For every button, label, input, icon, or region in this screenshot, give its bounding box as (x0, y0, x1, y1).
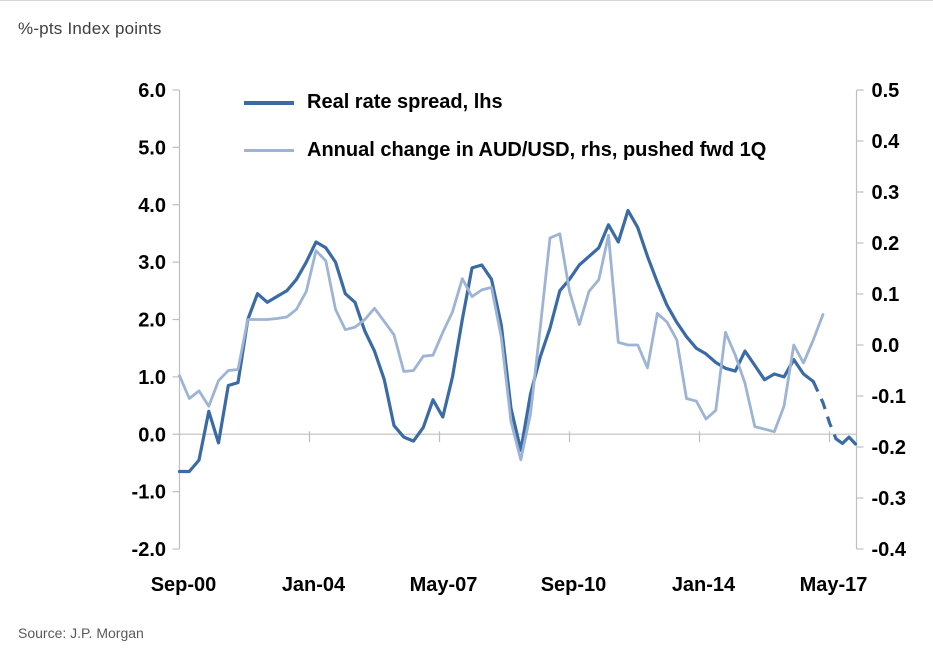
legend-swatch-dark-line (244, 100, 294, 105)
svg-text:6.0: 6.0 (138, 80, 166, 102)
svg-text:0.3: 0.3 (872, 182, 900, 204)
svg-text:0.0: 0.0 (872, 335, 900, 357)
right-axis: 0.5 0.4 0.3 0.2 0.1 0.0 -0.1 -0.2 -0.3 -0.4 (855, 80, 907, 561)
svg-text:-0.4: -0.4 (872, 539, 907, 561)
series-real-rate-spread-lhs-forecast-dashed (811, 380, 838, 440)
svg-text:0.2: 0.2 (872, 233, 900, 255)
svg-text:Sep-00: Sep-00 (151, 574, 217, 596)
legend-item-real-rate-spread: Real rate spread, lhs (244, 89, 766, 116)
svg-text:May-17: May-17 (800, 574, 868, 596)
legend-label: Real rate spread, lhs (307, 91, 503, 113)
series-real-rate-spread-lhs (177, 208, 815, 474)
chart-legend: Real rate spread, lhs Annual change in A… (244, 89, 766, 185)
svg-text:0.1: 0.1 (872, 284, 900, 306)
legend-label: Annual change in AUD/USD, rhs, pushed fw… (307, 139, 767, 161)
svg-text:4.0: 4.0 (138, 195, 166, 217)
left-axis: 6.0 5.0 4.0 3.0 2.0 1.0 0.0 -1.0 -2.0 (132, 80, 181, 561)
svg-text:0.0: 0.0 (138, 424, 166, 446)
source-label: Source: J.P. Morgan (18, 625, 144, 641)
svg-text:Jan-14: Jan-14 (672, 574, 736, 596)
right-axis-units-label: Index points (67, 19, 162, 38)
svg-text:0.4: 0.4 (872, 131, 901, 153)
x-axis-labels: Sep-00 Jan-04 May-07 Sep-10 Jan-14 May-17 (151, 574, 868, 596)
svg-text:Sep-10: Sep-10 (541, 574, 607, 596)
svg-text:2.0: 2.0 (138, 310, 166, 332)
svg-text:Jan-04: Jan-04 (282, 574, 346, 596)
left-axis-units-label: %-pts (18, 19, 63, 38)
svg-text:1.0: 1.0 (138, 367, 166, 389)
svg-text:-2.0: -2.0 (132, 539, 166, 561)
svg-text:-0.2: -0.2 (872, 437, 906, 459)
svg-text:0.5: 0.5 (872, 80, 900, 102)
svg-text:5.0: 5.0 (138, 137, 166, 159)
legend-swatch-light-line (244, 149, 294, 152)
series-real-rate-spread-lhs-forecast-tail (834, 435, 858, 446)
series-annual-change-in-aud-usd-rhs-pushed-fwd-1q (178, 232, 825, 462)
svg-text:3.0: 3.0 (138, 252, 166, 274)
svg-text:-0.1: -0.1 (872, 386, 906, 408)
svg-text:May-07: May-07 (410, 574, 478, 596)
svg-text:-0.3: -0.3 (872, 488, 906, 510)
axis-units-label: %-pts Index points (18, 19, 167, 39)
legend-item-aud-usd-change: Annual change in AUD/USD, rhs, pushed fw… (244, 137, 766, 164)
svg-text:-1.0: -1.0 (132, 482, 166, 504)
